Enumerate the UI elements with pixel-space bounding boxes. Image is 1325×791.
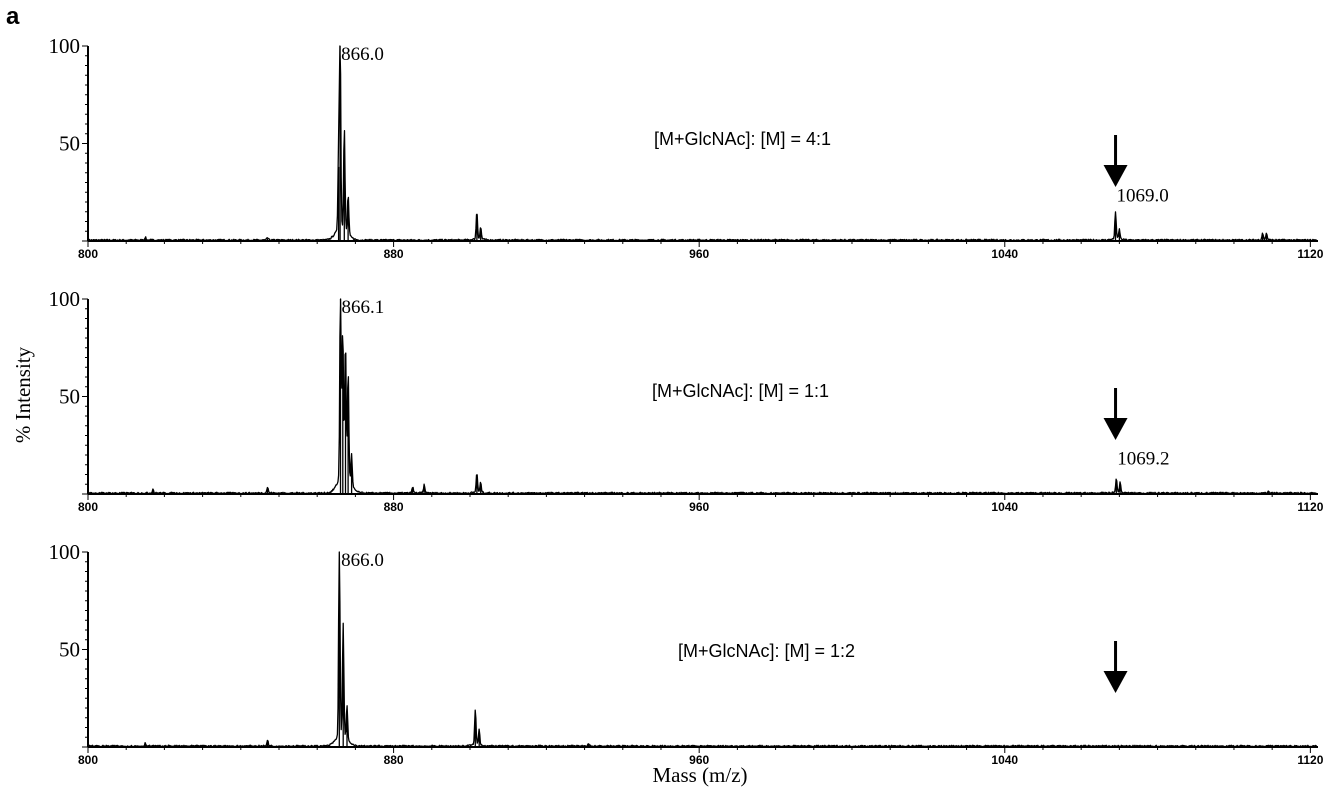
- y-tick-label: 100: [49, 540, 81, 564]
- x-tick-label: 800: [78, 247, 98, 261]
- down-arrow-icon: [1103, 388, 1128, 440]
- ratio-annotation: [M+GlcNAc]: [M] = 1:1: [652, 381, 829, 401]
- arrow-head: [1103, 418, 1128, 440]
- ratio-annotation: [M+GlcNAc]: [M] = 4:1: [654, 129, 831, 149]
- spectrum-panel-1: 50 100 800 880 960 1040 1120 866.0 1069.0 [M+GlcN…: [49, 34, 1324, 261]
- peak-label: 1069.0: [1117, 186, 1169, 207]
- x-tick-label: 960: [689, 500, 709, 514]
- y-tick-label: 50: [59, 132, 80, 156]
- y-tick-label: 50: [59, 638, 80, 662]
- spectrum-panel-2: 50 100 800 880 960 1040 1120 866.1 1069.2 [M+GlcN…: [11, 287, 1324, 514]
- peak-label: 866.1: [341, 297, 384, 318]
- peak-label: 1069.2: [1117, 448, 1169, 469]
- x-tick-label: 800: [78, 753, 98, 767]
- x-tick-label: 960: [689, 753, 709, 767]
- down-arrow-icon: [1103, 641, 1128, 693]
- x-tick-label: 960: [689, 247, 709, 261]
- peak-label: 866.0: [341, 550, 384, 571]
- x-tick-label: 1120: [1297, 753, 1323, 767]
- spectrum-trace: [88, 551, 1317, 748]
- x-tick-label: 1040: [991, 500, 1018, 514]
- spectra-panels: 50 100 800 880 960 1040 1120 866.0 1069.0 [M+GlcN…: [11, 34, 1324, 787]
- y-tick-label: 50: [59, 385, 80, 409]
- y-axis-title: % Intensity: [11, 346, 35, 443]
- x-tick-label: 800: [78, 500, 98, 514]
- spectrum-trace: [88, 45, 1318, 242]
- x-tick-label: 880: [384, 753, 404, 767]
- x-tick-label: 1040: [991, 753, 1018, 767]
- x-tick-label: 1040: [991, 247, 1018, 261]
- spectrum-trace: [88, 298, 1317, 495]
- y-tick-label: 100: [49, 34, 81, 58]
- y-tick-label: 100: [49, 287, 81, 311]
- x-tick-label: 880: [384, 247, 404, 261]
- arrow-head: [1103, 671, 1128, 693]
- panel-letter: a: [6, 3, 20, 30]
- arrow-head: [1103, 165, 1128, 187]
- spectrum-panel-3: 50 100 800 880 960 1040 1120 866.0 [M+GlcNAc]: […: [49, 540, 1324, 787]
- x-tick-label: 880: [384, 500, 404, 514]
- peak-label: 866.0: [341, 44, 384, 65]
- ratio-annotation: [M+GlcNAc]: [M] = 1:2: [678, 641, 855, 661]
- x-tick-label: 1120: [1297, 247, 1323, 261]
- x-axis-title: Mass (m/z): [652, 763, 747, 787]
- down-arrow-icon: [1103, 135, 1128, 187]
- x-tick-label: 1120: [1297, 500, 1323, 514]
